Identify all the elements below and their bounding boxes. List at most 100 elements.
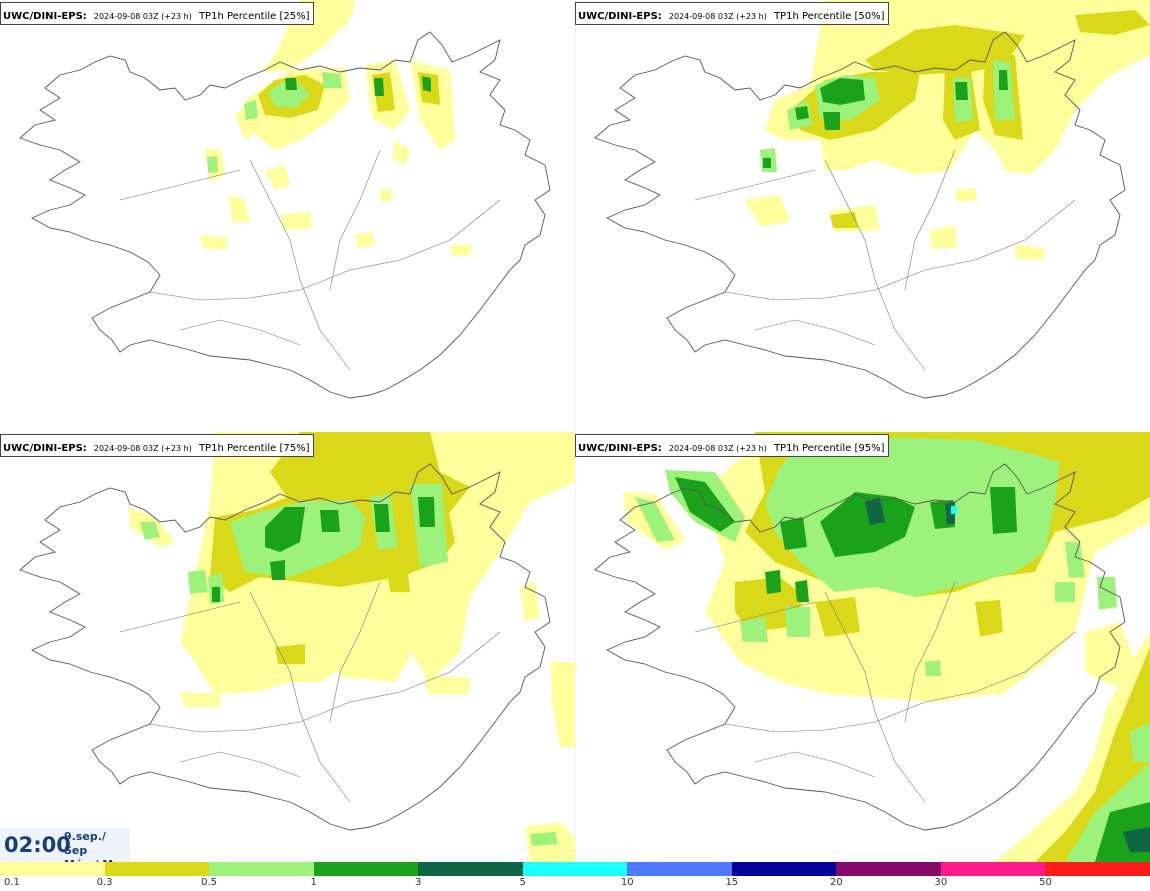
panel-divider xyxy=(575,0,576,862)
precip-area xyxy=(200,235,228,250)
legend-swatch xyxy=(940,862,1046,876)
panel-title: UWC/DINI-EPS: 2024-09-08 03Z (+23 h) TP1… xyxy=(575,434,889,457)
run-label: 2024-09-08 03Z (+23 h) xyxy=(93,12,192,21)
precip-area xyxy=(180,692,220,707)
precip-area xyxy=(990,487,1017,534)
precip-area xyxy=(374,78,384,96)
legend-tick-label: 0.5 xyxy=(201,877,218,888)
precip-area xyxy=(265,165,290,190)
panel-title: UWC/DINI-EPS: 2024-09-08 03Z (+23 h) TP1… xyxy=(575,2,889,25)
precip-area xyxy=(815,672,870,690)
road-line xyxy=(694,169,816,201)
precip-area xyxy=(925,674,1005,694)
legend-tick-label: 0.3 xyxy=(96,877,113,888)
legend-tick-label: 30 xyxy=(934,877,948,888)
map-panel-p75: UWC/DINI-EPS: 2024-09-08 03Z (+23 h) TP1… xyxy=(0,432,575,862)
precip-area xyxy=(550,662,575,747)
legend-swatch xyxy=(104,862,210,876)
coastline-path xyxy=(19,463,551,831)
legend-bar xyxy=(0,862,1150,876)
color-legend: 0.1 0.3 0.5 1 3 5 10 15 20 30 50 xyxy=(0,862,1150,891)
precip-area xyxy=(322,72,342,88)
coastline-path xyxy=(19,31,551,399)
precip-area xyxy=(1065,542,1085,578)
precip-area xyxy=(330,614,410,682)
road-line xyxy=(329,581,381,723)
road-line xyxy=(754,319,876,346)
precip-area xyxy=(865,497,885,525)
road-line xyxy=(119,601,241,633)
coastline xyxy=(594,463,1126,831)
variable-label: TP1h Percentile [50%] xyxy=(773,11,885,22)
valid-time: 02:00 xyxy=(4,833,71,857)
legend-tick-label: 20 xyxy=(829,877,843,888)
precip-area xyxy=(418,497,435,527)
precip-field xyxy=(745,0,1150,260)
road-line xyxy=(119,169,241,201)
precip-area xyxy=(745,195,790,226)
precip-area xyxy=(422,76,431,92)
precip-area xyxy=(820,492,915,557)
precip-map xyxy=(19,432,575,862)
legend-swatch xyxy=(522,862,628,876)
valid-time-box: 02:00 9.sep./ Sep Mán./ Mon xyxy=(0,828,130,871)
precip-area xyxy=(955,188,977,202)
precip-area xyxy=(1097,577,1117,610)
legend-swatch xyxy=(627,862,732,876)
road-line xyxy=(249,159,351,371)
precip-area xyxy=(320,510,340,532)
precip-area xyxy=(1085,622,1135,687)
precip-area xyxy=(530,832,558,846)
legend-tick-label: 50 xyxy=(1039,877,1052,888)
legend-swatch xyxy=(836,862,941,876)
coastline-path xyxy=(594,31,1126,399)
road-line xyxy=(694,601,816,633)
precip-area xyxy=(212,587,220,602)
road-line xyxy=(904,149,956,291)
precip-area xyxy=(1015,245,1045,260)
road-line xyxy=(824,159,926,371)
coastline xyxy=(19,31,551,399)
precip-area xyxy=(820,78,865,105)
road-line xyxy=(904,581,956,723)
precip-area xyxy=(244,100,258,120)
road-line xyxy=(179,751,301,778)
legend-tick-label: 10 xyxy=(620,877,634,888)
legend-swatch xyxy=(1045,862,1150,876)
precip-area xyxy=(1055,582,1075,602)
road-line xyxy=(724,631,1076,733)
precip-area xyxy=(388,574,410,592)
precip-area xyxy=(763,158,771,168)
precip-area xyxy=(635,497,675,542)
coastline xyxy=(594,31,1126,399)
precip-area xyxy=(765,570,781,594)
precip-area xyxy=(285,78,297,90)
model-label: UWC/DINI-EPS xyxy=(578,11,658,22)
variable-label: TP1h Percentile [25%] xyxy=(198,11,310,22)
precip-map xyxy=(19,0,551,399)
precip-area xyxy=(355,232,375,248)
precip-area xyxy=(785,607,810,637)
precip-area xyxy=(780,517,807,550)
precip-area xyxy=(1075,10,1150,35)
legend-swatch xyxy=(418,862,523,876)
precip-area xyxy=(930,225,957,248)
precip-area xyxy=(425,677,470,694)
precip-area xyxy=(207,156,218,173)
road-line xyxy=(149,199,501,301)
legend-tick-label: 3 xyxy=(414,877,422,888)
precip-area xyxy=(380,188,392,202)
variable-label: TP1h Percentile [75%] xyxy=(198,443,310,454)
coastline-path xyxy=(594,463,1126,831)
precip-area xyxy=(270,560,285,580)
legend-tick-label: 5 xyxy=(519,877,526,888)
precip-area xyxy=(795,580,809,602)
precip-field xyxy=(128,432,575,862)
precip-area xyxy=(275,644,305,664)
precip-area xyxy=(262,0,355,72)
model-label: UWC/DINI-EPS xyxy=(578,443,658,454)
precip-map xyxy=(594,432,1150,862)
precip-area xyxy=(955,82,968,100)
run-label: 2024-09-08 03Z (+23 h) xyxy=(668,444,767,453)
precip-area xyxy=(374,504,390,532)
